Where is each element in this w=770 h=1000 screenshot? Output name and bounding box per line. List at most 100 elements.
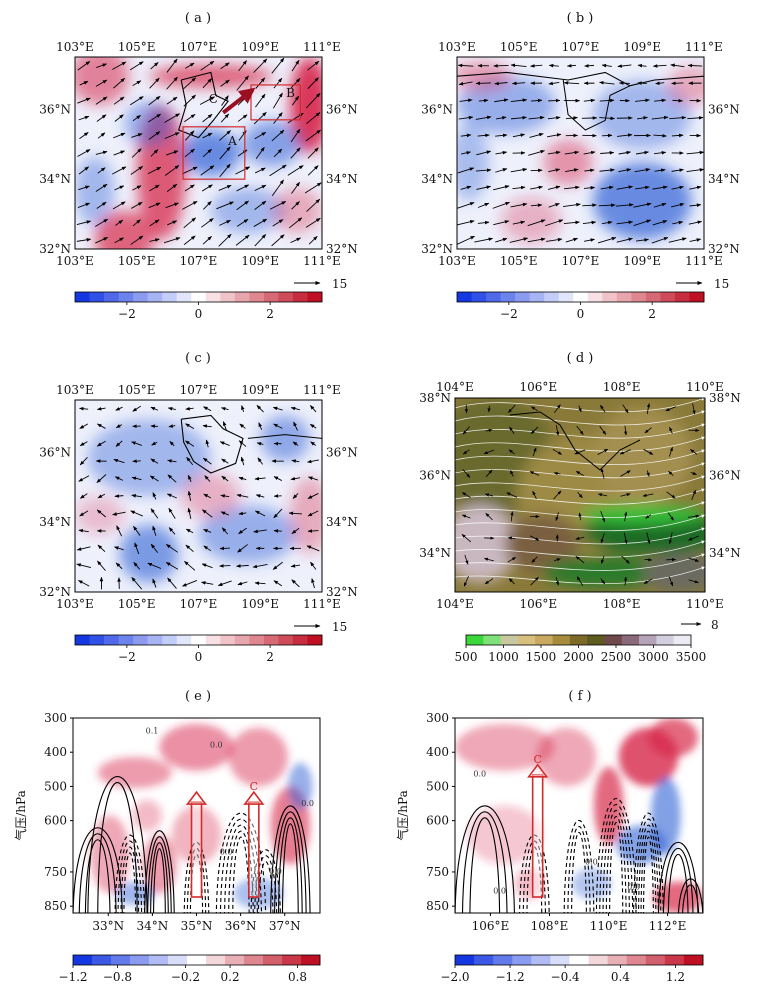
wind-vector [273,508,283,519]
wind-vector [555,577,559,586]
wind-vector [218,184,232,191]
wind-vector [165,150,179,156]
wind-vector [654,168,666,173]
positive-area [142,835,177,894]
negative-contour [638,824,659,913]
positive-area [536,727,597,787]
wind-vector [688,535,699,541]
wind-vector [458,81,473,86]
colorbar-segment [206,955,226,965]
wind-vector [78,580,90,587]
wind-vector [219,219,231,226]
wind-vector [598,203,616,207]
wind-vector [152,492,157,500]
boundary-line [562,79,631,131]
y-tick-label: 750 [426,865,449,879]
wind-vector [485,469,493,478]
wind-vector [79,406,89,411]
wind-vector [477,133,490,138]
colorbar-segment [278,292,294,302]
x-tick-label-top: 105°E [118,383,156,397]
panel-f: 0.0 0.0 0.0 0.0 C 300 400 500 600 750 850 106°E 108°… [395,711,704,933]
y-tick-label-right: 36°N [708,102,740,116]
wind-vector [464,554,469,565]
wind-vector [510,98,528,102]
y-tick-label: 600 [44,814,67,828]
colorbar-segment [602,292,618,302]
wind-vector [150,508,159,519]
wind-vector [457,235,475,245]
wind-vector [530,98,543,103]
positive-contour [455,805,515,913]
wind-vector [671,81,684,86]
wind-vector [221,527,229,535]
wind-vector [183,217,196,229]
wind-vector [597,493,608,497]
wind-vector [183,235,196,245]
wind-vector [201,184,213,192]
contour-label: 0.1 [146,727,159,736]
wind-vector [686,150,704,155]
wind-vector [530,64,543,68]
wind-vector [237,581,248,586]
wind-vector [150,62,159,70]
x-tick-label: 103°E [56,597,94,611]
wind-vector [272,219,284,227]
x-tick-label-top: 109°E [623,40,661,54]
wind-vector [95,150,108,155]
negative-contour [522,840,546,913]
wind-vector [79,493,88,499]
wind-vector [576,576,584,587]
wind-vector [633,219,652,227]
x-tick-label-top: 107°E [562,40,600,54]
wind-vector [185,62,195,69]
wind-vector [168,527,176,535]
wind-vector [462,449,470,455]
wind-vector [290,147,301,159]
wind-vector [578,512,582,521]
x-tick-label: 108°E [531,919,569,933]
wind-vector [636,116,648,120]
wind-vector [222,421,227,431]
wind-vector [531,556,538,563]
colorbar-tick-label: −2 [500,307,518,321]
colorbar-segment [263,955,283,965]
x-tick-label-top: 103°E [56,383,94,397]
wind-vector [582,220,597,225]
wind-vector [167,577,177,589]
contour-label: 0.0 [220,848,233,857]
y-axis-label: 气压/hPa [395,790,410,840]
vector-key-label: 15 [332,620,347,634]
y-tick-label-right: 32°N [708,242,740,256]
wind-vector [236,200,249,211]
wind-vector [290,128,301,143]
colorbar-segment [573,292,589,302]
wind-vector [511,81,526,86]
wind-vector [220,407,229,411]
wind-vector [528,150,545,156]
boundary-line [178,71,229,139]
wind-vector [459,98,473,103]
wind-vector [646,532,651,545]
wind-vector [114,185,125,191]
x-tick-label-top: 104°E [436,380,474,394]
region-box-A [182,126,246,180]
colorbar-a: −2 0 2 [74,291,323,321]
wind-vector [253,58,268,73]
wind-vector [654,98,667,103]
wind-vector [475,81,491,86]
ascent-arrow-shaft [190,801,203,898]
wind-vector [565,168,579,172]
wind-vector [187,490,192,501]
streamline [455,540,705,558]
colorbar-segment [133,292,149,302]
colorbar-tick-label: 2500 [601,650,632,664]
colorbar-tick-label: 2 [266,650,274,664]
wind-vector [616,220,634,225]
wind-vector [202,424,212,428]
wind-vector [668,446,673,457]
colorbar-segment [474,955,494,965]
wind-vector [309,405,317,413]
wind-vector [461,492,471,498]
colorbar-tick-label: −2 [118,650,136,664]
